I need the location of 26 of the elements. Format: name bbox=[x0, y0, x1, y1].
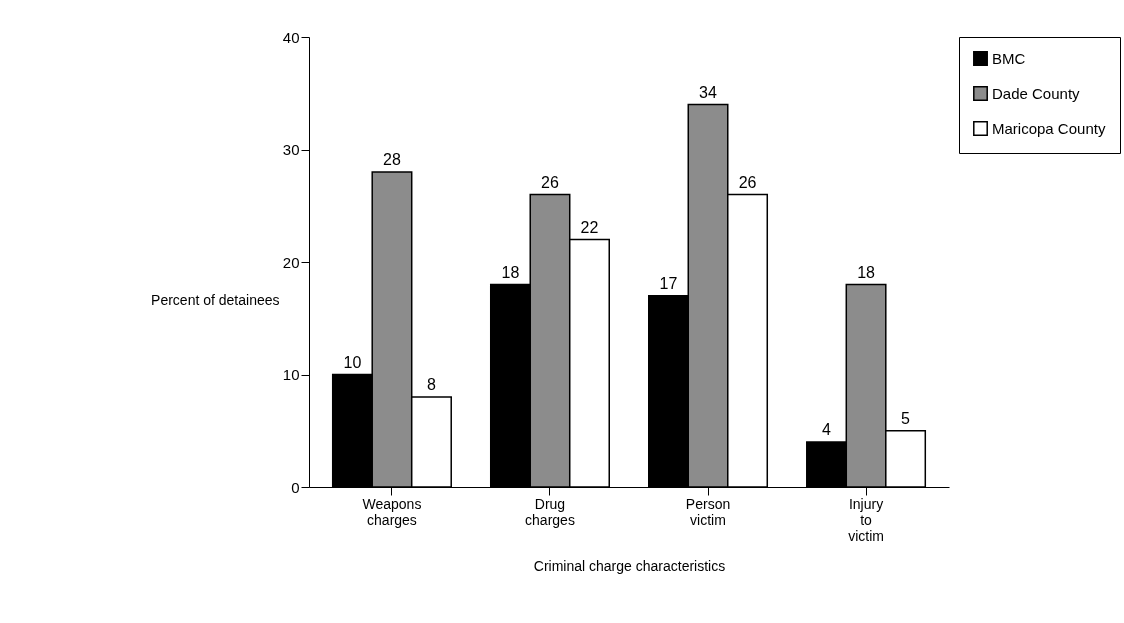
data-label: 34 bbox=[699, 83, 718, 101]
y-tick-label: 30 bbox=[282, 141, 300, 158]
legend-label: Maricopa County bbox=[992, 119, 1106, 137]
data-label: 22 bbox=[580, 218, 599, 236]
data-label: 4 bbox=[822, 421, 832, 438]
data-label: 17 bbox=[659, 274, 678, 292]
data-label: 5 bbox=[901, 409, 911, 427]
y-axis-title: Percent of detainees bbox=[151, 291, 280, 308]
y-tick-label: 40 bbox=[282, 28, 300, 46]
x-tick-label: Injury to victim bbox=[848, 495, 884, 544]
x-axis-title: Criminal charge characteristics bbox=[533, 557, 726, 574]
x-tick-label: Drug charges bbox=[525, 495, 575, 528]
data-label: 26 bbox=[738, 173, 757, 191]
data-label: 28 bbox=[383, 151, 401, 168]
data-label: 18 bbox=[857, 263, 876, 281]
legend-label: Dade County bbox=[992, 84, 1081, 102]
legend-label: BMC bbox=[992, 49, 1026, 67]
data-label: 18 bbox=[501, 263, 520, 281]
y-tick-label: 0 bbox=[291, 478, 300, 496]
data-label: 26 bbox=[541, 173, 559, 191]
y-tick-label: 10 bbox=[282, 366, 300, 383]
x-tick-label: Weapons charges bbox=[362, 495, 422, 528]
x-tick-label: Person victim bbox=[685, 495, 731, 528]
data-label: 8 bbox=[427, 376, 437, 393]
y-tick-label: 20 bbox=[282, 253, 300, 271]
data-label: 10 bbox=[343, 353, 362, 371]
